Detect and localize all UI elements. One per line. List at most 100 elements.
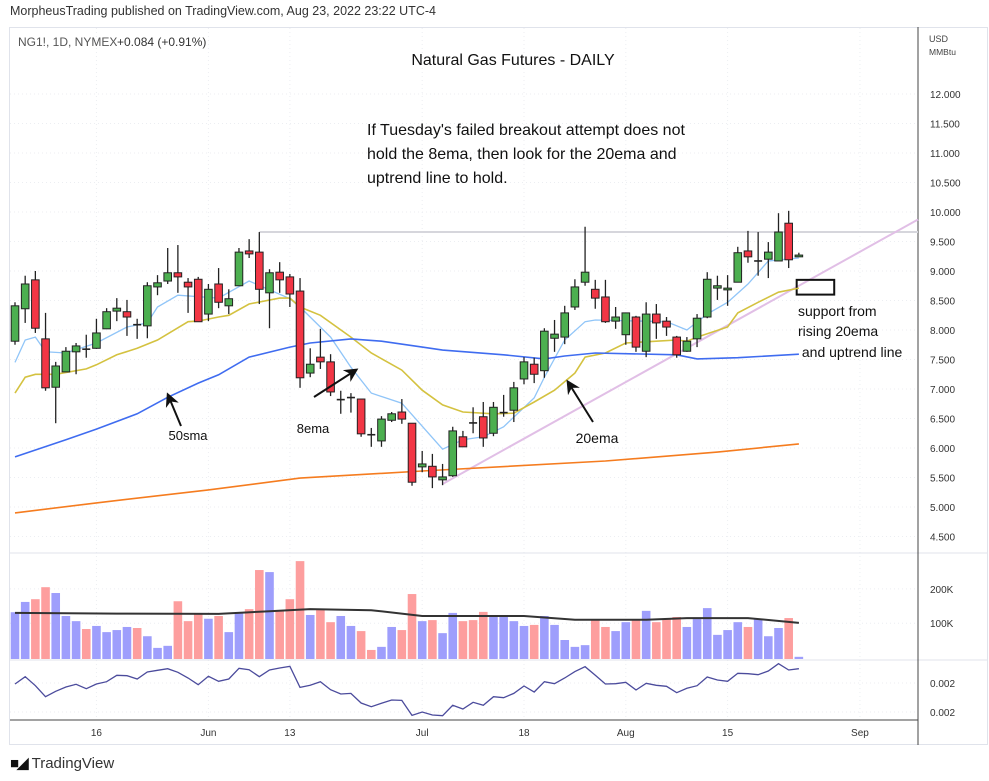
volume-bar	[580, 645, 590, 659]
candle-body	[743, 250, 753, 258]
candle	[234, 247, 244, 287]
candle	[489, 401, 498, 437]
candle-body	[377, 418, 386, 442]
candle	[367, 427, 376, 447]
tradingview-logo-icon: ■◢	[10, 755, 29, 772]
candle	[316, 328, 325, 369]
candle-body	[41, 338, 50, 389]
price-tick-label: 5.500	[930, 474, 955, 485]
candle-body	[265, 272, 274, 294]
candle	[458, 430, 468, 448]
candle	[265, 269, 274, 329]
price-tick-label: 5.000	[930, 503, 955, 514]
candle	[611, 306, 620, 329]
candle	[682, 337, 692, 352]
price-tick-label: 10.000	[930, 208, 961, 219]
candle	[305, 348, 315, 378]
candle	[214, 268, 223, 309]
time-tick-label: Jun	[200, 728, 216, 739]
candle-body	[214, 283, 223, 303]
annotation-line-1: If Tuesday's failed breakout attempt doe…	[367, 122, 685, 139]
candle-body	[713, 285, 722, 289]
label-8ema: 8ema	[297, 421, 330, 436]
candle-body	[774, 231, 783, 262]
price-tick-label: 11.000	[930, 149, 960, 160]
volume-bar	[92, 625, 101, 659]
support-box	[795, 278, 836, 296]
candle	[41, 312, 50, 391]
candles	[10, 210, 804, 489]
volume-bar	[326, 622, 335, 659]
publisher-line: MorpheusTrading published on TradingView…	[10, 4, 436, 18]
candle	[133, 318, 142, 339]
volume-bar	[448, 612, 458, 659]
candle	[743, 230, 753, 263]
legend-change: +0.084 (+0.91%)	[117, 35, 206, 49]
price-tick-label: 6.000	[930, 444, 955, 455]
ma-line-50sma	[14, 338, 799, 458]
candle	[183, 278, 193, 313]
candle-body	[509, 387, 519, 411]
tradingview-logo[interactable]: ■◢ TradingView	[10, 754, 114, 773]
volume-bar	[214, 615, 223, 659]
candle	[417, 450, 427, 473]
candle-body	[153, 282, 162, 288]
candle-body	[10, 305, 20, 342]
candle	[621, 312, 631, 345]
volume-bar	[713, 634, 722, 659]
candle	[428, 453, 437, 489]
candle	[82, 334, 91, 358]
candle	[275, 262, 284, 293]
volume-bar	[702, 608, 712, 659]
axes: 12.000 11.500 11.000 10.500 10.000 9.500 9.000…	[91, 90, 961, 739]
candle-body	[275, 271, 284, 281]
candle	[702, 272, 712, 319]
candle	[153, 275, 162, 296]
arrow-20ema	[566, 379, 594, 423]
candle	[92, 318, 101, 349]
candle	[560, 305, 570, 345]
candle	[61, 347, 71, 373]
volume-bar	[540, 615, 549, 659]
annotation-line-2: hold the 8ema, then look for the 20ema a…	[367, 146, 677, 163]
oscillator-tick-label: 0.002	[930, 679, 955, 690]
candle-body	[295, 290, 305, 379]
candle	[71, 342, 81, 375]
volume-bar	[224, 632, 234, 659]
volume-bar	[478, 611, 488, 659]
volume-bar	[519, 625, 529, 659]
volume-tick-label: 200K	[930, 585, 954, 596]
candle	[244, 239, 254, 259]
price-tick-label: 9.500	[930, 238, 955, 249]
volume-bar	[794, 656, 804, 659]
oscillator-line	[14, 662, 799, 717]
candle-body	[448, 430, 458, 477]
candle-body	[438, 476, 447, 481]
candle-body	[356, 398, 366, 435]
price-axis-unit-usd: USD	[929, 34, 949, 44]
volume-bar	[652, 622, 661, 659]
candle	[631, 315, 641, 352]
ma-line-200sma	[14, 443, 799, 514]
candle	[652, 304, 661, 339]
candle	[469, 407, 478, 434]
price-tick-label: 10.500	[930, 179, 961, 190]
candle	[387, 412, 396, 423]
volume-bar	[204, 618, 213, 659]
volume-bar	[499, 615, 508, 659]
volume-bar	[509, 621, 519, 659]
ma-line-8ema	[14, 257, 799, 450]
legend-symbol[interactable]: NG1!, 1D, NYMEX	[18, 35, 117, 49]
candle-body	[631, 316, 641, 348]
candle	[774, 213, 783, 262]
volume-bar	[356, 631, 366, 659]
candle-body	[204, 288, 213, 315]
volume-bar	[692, 619, 702, 659]
candle-body	[112, 307, 122, 312]
candle	[122, 299, 132, 336]
volume-bar	[10, 612, 20, 659]
candle	[733, 246, 743, 283]
candle	[601, 279, 610, 323]
volume-bar	[570, 646, 580, 659]
